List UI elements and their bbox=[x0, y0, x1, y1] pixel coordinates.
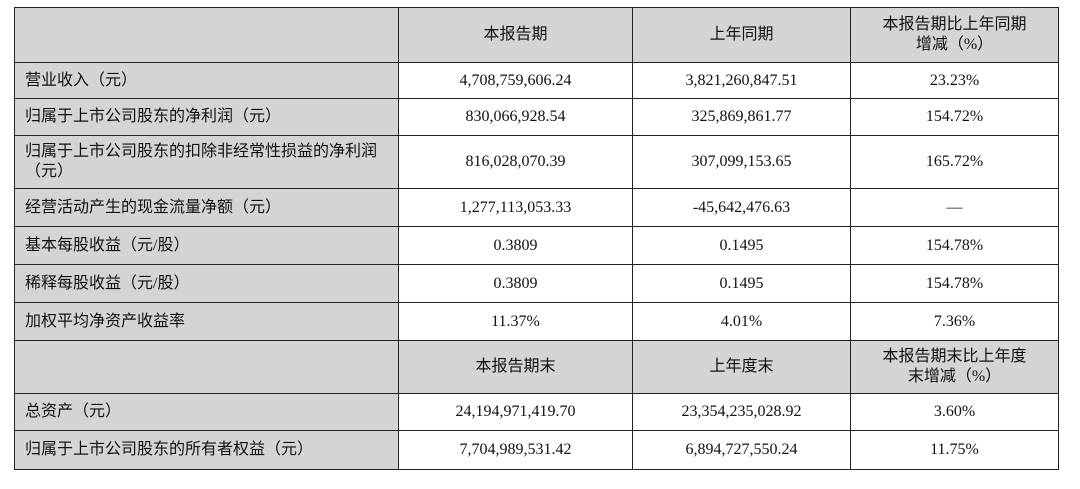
cell-label: 归属于上市公司股东的扣除非经常性损益的净利润（元） bbox=[14, 135, 399, 189]
cell-current: 1,277,113,053.33 bbox=[398, 188, 633, 227]
header-cell: 本报告期末 bbox=[398, 340, 633, 394]
header-cell bbox=[14, 7, 399, 63]
cell-change: 154.72% bbox=[850, 98, 1059, 136]
cell-change: 11.75% bbox=[850, 430, 1059, 470]
cell-prior: 325,869,861.77 bbox=[632, 98, 851, 136]
cell-change: 7.36% bbox=[850, 302, 1059, 341]
cell-current: 24,194,971,419.70 bbox=[398, 393, 633, 431]
cell-prior: -45,642,476.63 bbox=[632, 188, 851, 227]
table-row: 归属于上市公司股东的扣除非经常性损益的净利润（元） 816,028,070.39 3… bbox=[14, 135, 1059, 189]
cell-current: 0.3809 bbox=[398, 226, 633, 265]
cell-change: — bbox=[850, 188, 1059, 227]
cell-prior: 0.1495 bbox=[632, 226, 851, 265]
header-cell: 本报告期比上年同期增减（%） bbox=[850, 7, 1059, 63]
cell-label: 总资产（元） bbox=[14, 393, 399, 431]
table-row: 总资产（元） 24,194,971,419.70 23,354,235,028.92… bbox=[14, 393, 1059, 431]
table-row: 基本每股收益（元/股） 0.3809 0.1495 154.78% bbox=[14, 226, 1059, 265]
cell-change: 23.23% bbox=[850, 62, 1059, 99]
table-row: 归属于上市公司股东的所有者权益（元） 7,704,989,531.42 6,894,… bbox=[14, 430, 1059, 470]
table-row: 营业收入（元） 4,708,759,606.24 3,821,260,847.51 2… bbox=[14, 62, 1059, 99]
header-cell: 上年度末 bbox=[632, 340, 851, 394]
cell-current: 816,028,070.39 bbox=[398, 135, 633, 189]
cell-label: 加权平均净资产收益率 bbox=[14, 302, 399, 341]
cell-current: 4,708,759,606.24 bbox=[398, 62, 633, 99]
cell-current: 830,066,928.54 bbox=[398, 98, 633, 136]
cell-current: 11.37% bbox=[398, 302, 633, 341]
table-row: 加权平均净资产收益率 11.37% 4.01% 7.36% bbox=[14, 302, 1059, 341]
cell-label: 营业收入（元） bbox=[14, 62, 399, 99]
cell-change: 165.72% bbox=[850, 135, 1059, 189]
cell-change: 154.78% bbox=[850, 264, 1059, 303]
cell-prior: 3,821,260,847.51 bbox=[632, 62, 851, 99]
cell-prior: 23,354,235,028.92 bbox=[632, 393, 851, 431]
header-row: 本报告期末 上年度末 本报告期末比上年度末增减（%） bbox=[14, 340, 1059, 394]
cell-label: 基本每股收益（元/股） bbox=[14, 226, 399, 265]
cell-change: 3.60% bbox=[850, 393, 1059, 431]
header-cell: 上年同期 bbox=[632, 7, 851, 63]
cell-prior: 307,099,153.65 bbox=[632, 135, 851, 189]
cell-label: 经营活动产生的现金流量净额（元） bbox=[14, 188, 399, 227]
header-cell bbox=[14, 340, 399, 394]
cell-prior: 4.01% bbox=[632, 302, 851, 341]
table-row: 经营活动产生的现金流量净额（元） 1,277,113,053.33 -45,642,… bbox=[14, 188, 1059, 227]
cell-label: 归属于上市公司股东的所有者权益（元） bbox=[14, 430, 399, 470]
cell-prior: 0.1495 bbox=[632, 264, 851, 303]
table-row: 归属于上市公司股东的净利润（元） 830,066,928.54 325,869,86… bbox=[14, 98, 1059, 136]
cell-current: 0.3809 bbox=[398, 264, 633, 303]
cell-label: 归属于上市公司股东的净利润（元） bbox=[14, 98, 399, 136]
header-row: 本报告期 上年同期 本报告期比上年同期增减（%） bbox=[14, 7, 1059, 63]
table-row: 稀释每股收益（元/股） 0.3809 0.1495 154.78% bbox=[14, 264, 1059, 303]
financial-data-table: 本报告期 上年同期 本报告期比上年同期增减（%） 营业收入（元） 4,708,759,6… bbox=[14, 7, 1059, 470]
cell-label: 稀释每股收益（元/股） bbox=[14, 264, 399, 303]
cell-prior: 6,894,727,550.24 bbox=[632, 430, 851, 470]
header-cell: 本报告期 bbox=[398, 7, 633, 63]
header-cell: 本报告期末比上年度末增减（%） bbox=[850, 340, 1059, 394]
cell-change: 154.78% bbox=[850, 226, 1059, 265]
cell-current: 7,704,989,531.42 bbox=[398, 430, 633, 470]
